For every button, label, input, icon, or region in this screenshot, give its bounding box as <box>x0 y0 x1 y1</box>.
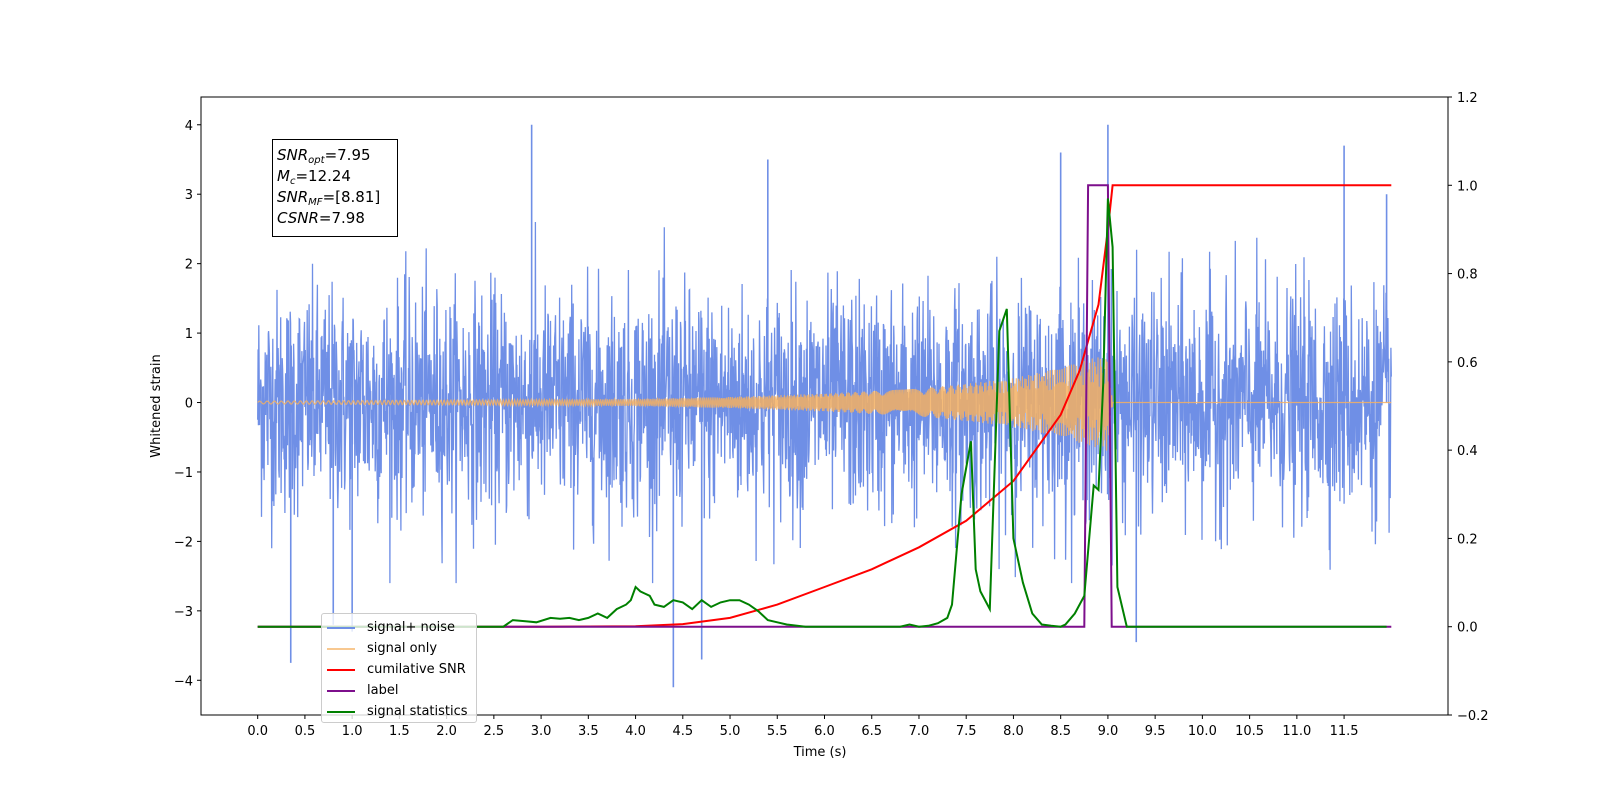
x-tick-label: 2.0 <box>436 724 457 739</box>
y-tick-label: 0 <box>185 397 193 412</box>
x-tick-label: 4.5 <box>672 724 693 739</box>
csnr-row: CSNR=7.98 <box>277 209 365 227</box>
x-tick-label: 9.5 <box>1145 724 1166 739</box>
axis-layer: 0.0 0.5 1.0 1.5 2.0 2.5 3.0 3.5 4.0 4.5 5.0 5.5 6.0 6… <box>174 91 1489 739</box>
y2-tick-label: 0.6 <box>1457 356 1478 371</box>
x-tick-label: 3.5 <box>578 724 599 739</box>
legend-swatch <box>327 626 355 629</box>
y-tick-label: −1 <box>174 466 193 481</box>
legend-label: cumilative SNR <box>367 662 466 677</box>
legend-label: signal+ noise <box>367 620 456 635</box>
x-tick-label: 10.5 <box>1235 724 1264 739</box>
mc-row: Mc=12.24 <box>277 167 351 187</box>
x-tick-label: 2.5 <box>484 724 505 739</box>
mc-value: =12.24 <box>295 167 351 185</box>
snr-mf-value: =[8.81] <box>322 188 381 206</box>
signal-only-trace <box>257 355 1392 451</box>
snr-opt-row: SNRopt=7.95 <box>277 146 371 166</box>
plot-layer <box>257 124 1392 688</box>
legend-label: label <box>367 683 399 698</box>
legend-label: signal only <box>367 641 438 656</box>
x-tick-label: 8.0 <box>1003 724 1024 739</box>
x-tick-label: 4.0 <box>625 724 646 739</box>
x-tick-label: 5.5 <box>767 724 788 739</box>
cumulative-snr-line <box>257 184 1392 628</box>
signal-statistics-line <box>257 198 1387 628</box>
y2-tick-label: 0.4 <box>1457 444 1478 459</box>
x-tick-label: 7.5 <box>956 724 977 739</box>
stats-annotation-box: SNRopt=7.95 Mc=12.24 SNRMF=[8.81] CSNR=7… <box>272 139 398 237</box>
legend-item: label <box>327 680 476 701</box>
y2-tick-label: 0.0 <box>1457 621 1478 636</box>
y-tick-label: 2 <box>185 258 193 273</box>
y-tick-label: 3 <box>185 188 193 203</box>
x-axis-title: Time (s) <box>793 745 847 760</box>
csnr-value: =7.98 <box>318 209 365 227</box>
legend: signal+ noise signal only cumilative SNR… <box>321 613 477 723</box>
x-tick-label: 0.0 <box>247 724 268 739</box>
legend-swatch <box>327 647 355 650</box>
y2-tick-label: −0.2 <box>1457 709 1489 724</box>
y2-tick-label: 1.0 <box>1457 179 1478 194</box>
legend-item: signal+ noise <box>327 617 476 638</box>
y-axis-title: Whitened strain <box>149 354 164 457</box>
x-tick-label: 1.5 <box>389 724 410 739</box>
y2-tick-label: 0.2 <box>1457 532 1478 547</box>
y-tick-label: 4 <box>185 119 193 134</box>
legend-swatch <box>327 710 355 713</box>
x-tick-label: 3.0 <box>531 724 552 739</box>
x-tick-label: 1.0 <box>342 724 363 739</box>
y2-tick-label: 1.2 <box>1457 91 1478 106</box>
x-tick-label: 11.5 <box>1330 724 1359 739</box>
y-tick-label: 1 <box>185 327 193 342</box>
x-tick-label: 10.0 <box>1188 724 1217 739</box>
x-tick-label: 0.5 <box>295 724 316 739</box>
y-tick-label: −3 <box>174 605 193 620</box>
x-tick-label: 6.5 <box>861 724 882 739</box>
y-tick-label: −2 <box>174 535 193 550</box>
x-tick-label: 5.0 <box>720 724 741 739</box>
legend-item: signal statistics <box>327 701 476 722</box>
x-tick-label: 6.0 <box>814 724 835 739</box>
x-tick-label: 11.0 <box>1282 724 1311 739</box>
x-tick-label: 7.0 <box>909 724 930 739</box>
legend-item: cumilative SNR <box>327 659 476 680</box>
x-tick-label: 8.5 <box>1050 724 1071 739</box>
legend-item: signal only <box>327 638 476 659</box>
legend-swatch <box>327 689 355 692</box>
snr-mf-row: SNRMF=[8.81] <box>277 188 381 208</box>
x-tick-label: 9.0 <box>1098 724 1119 739</box>
legend-swatch <box>327 668 355 671</box>
y2-tick-label: 0.8 <box>1457 268 1478 283</box>
snr-opt-value: =7.95 <box>324 146 371 164</box>
legend-label: signal statistics <box>367 704 468 719</box>
y-tick-label: −4 <box>174 674 193 689</box>
